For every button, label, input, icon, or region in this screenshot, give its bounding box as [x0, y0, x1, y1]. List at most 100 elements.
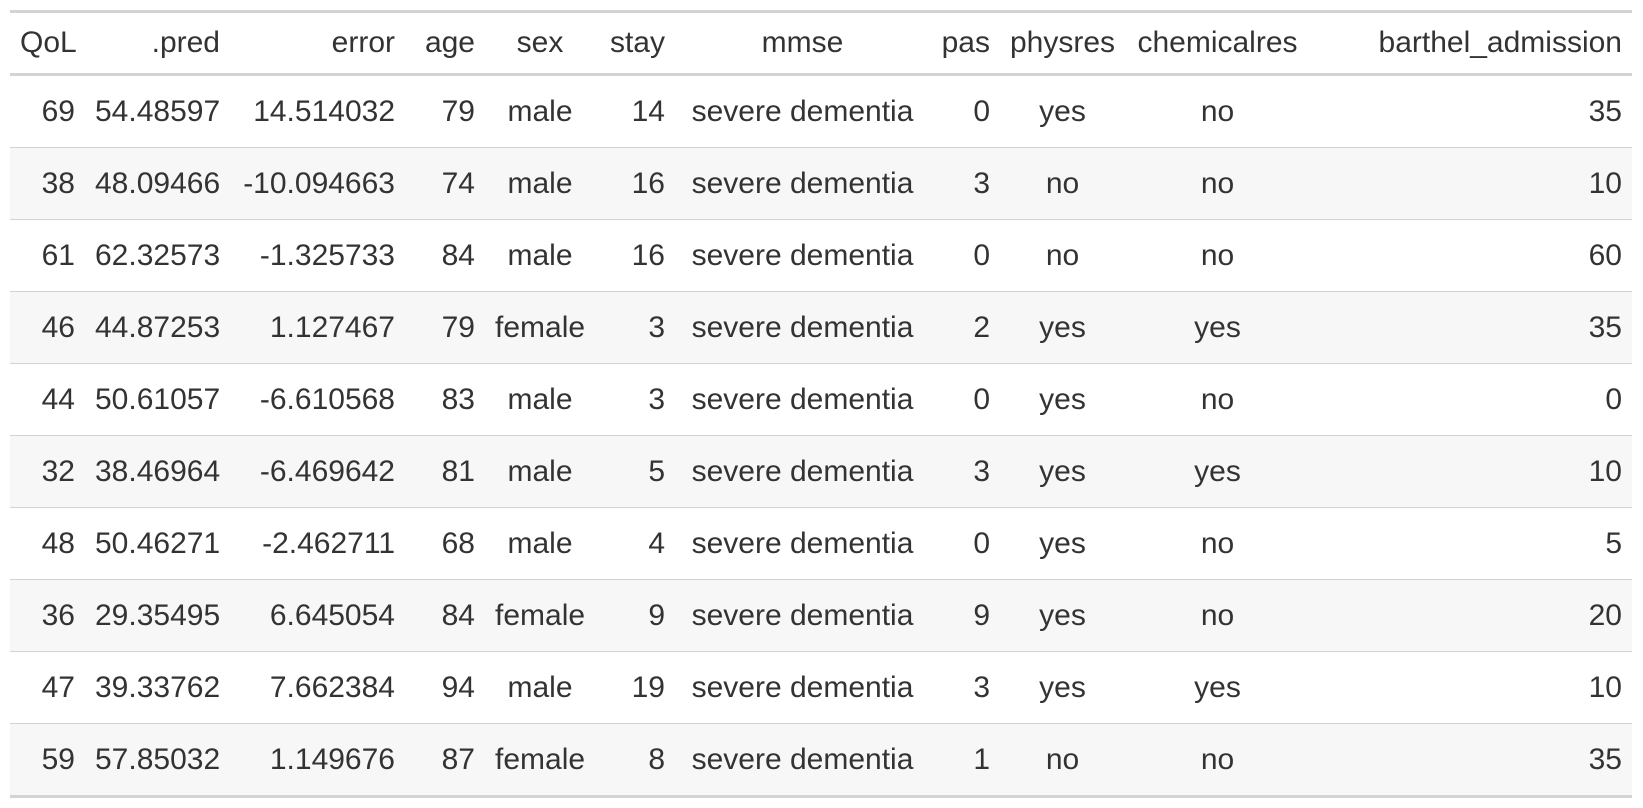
cell-sex: male: [485, 651, 595, 724]
cell-age: 87: [405, 723, 485, 797]
cell-mmse: severe dementia: [691, 94, 914, 128]
cell-physres: yes: [1000, 579, 1125, 652]
cell-physres: yes: [1000, 363, 1125, 436]
cell-stay: 14: [631, 94, 665, 128]
cell-physres: yes: [1039, 94, 1086, 128]
cell-pred: 29.35495: [85, 579, 230, 652]
cell-age: 68: [405, 507, 485, 580]
cell-qol: 59: [10, 723, 85, 797]
cell-error: 7.662384: [230, 651, 405, 724]
cell-physres: no: [1000, 723, 1125, 797]
cell-error: -2.462711: [230, 507, 405, 580]
cell-barthel-admission: 10: [1310, 435, 1632, 508]
cell-sex: female: [485, 291, 595, 364]
column-header-physres[interactable]: physres: [1000, 11, 1125, 76]
cell-physres: no: [1000, 147, 1125, 220]
cell-mmse: severe dementia: [675, 363, 930, 436]
table-row: 69 54.48597 14.514032 79 male 14 severe dement…: [10, 75, 1632, 148]
cell-mmse: severe dementia: [675, 651, 930, 724]
cell-qol: 38: [10, 147, 85, 220]
cell-stay: 8: [595, 723, 675, 797]
cell-mmse: severe dementia: [675, 219, 930, 292]
cell-sex: male: [485, 147, 595, 220]
cell-error: -6.610568: [230, 363, 405, 436]
column-header-chemicalres[interactable]: chemicalres: [1125, 11, 1310, 76]
cell-chemicalres: yes: [1125, 651, 1310, 724]
cell-chemicalres: no: [1125, 363, 1310, 436]
column-header-age[interactable]: age: [405, 11, 485, 76]
cell-mmse: severe dementia: [675, 579, 930, 652]
cell-pas: 0: [930, 363, 1000, 436]
cell-pred: 50.61057: [85, 363, 230, 436]
cell-chemicalres: no: [1125, 579, 1310, 652]
cell-stay: 19: [595, 651, 675, 724]
table-row: 32 38.46964 -6.469642 81 male 5 severe dementi…: [10, 435, 1632, 508]
cell-pred: 50.46271: [85, 507, 230, 580]
table-row: 48 50.46271 -2.462711 68 male 4 severe dementi…: [10, 507, 1632, 580]
cell-error: -10.094663: [230, 147, 405, 220]
cell-barthel-admission: 35: [1310, 723, 1632, 797]
column-header-qol[interactable]: QoL: [10, 11, 85, 76]
column-header-mmse[interactable]: mmse: [675, 11, 930, 76]
cell-age: 74: [405, 147, 485, 220]
cell-pred: 44.87253: [85, 291, 230, 364]
column-header-error[interactable]: error: [230, 11, 405, 76]
table-row: 44 50.61057 -6.610568 83 male 3 severe dementi…: [10, 363, 1632, 436]
cell-barthel-admission: 0: [1310, 363, 1632, 436]
cell-stay: 3: [595, 363, 675, 436]
cell-mmse: severe dementia: [675, 291, 930, 364]
cell-sex: male: [507, 94, 573, 128]
cell-qol: 46: [10, 291, 85, 364]
table-row: 47 39.33762 7.662384 94 male 19 severe dementi…: [10, 651, 1632, 724]
column-header-pred[interactable]: .pred: [85, 11, 230, 76]
column-header-stay[interactable]: stay: [595, 11, 675, 76]
cell-barthel-admission: 10: [1310, 147, 1632, 220]
cell-physres: yes: [1000, 507, 1125, 580]
cell-age: 83: [405, 363, 485, 436]
table-row: 46 44.87253 1.127467 79 female 3 severe dement…: [10, 291, 1632, 364]
cell-qol: 44: [10, 363, 85, 436]
cell-barthel-admission: 35: [1588, 94, 1622, 128]
table-row: 59 57.85032 1.149676 87 female 8 severe dement…: [10, 723, 1632, 797]
cell-pas: 0: [973, 94, 990, 128]
cell-barthel-admission: 35: [1310, 291, 1632, 364]
cell-sex: male: [485, 363, 595, 436]
cell-mmse: severe dementia: [675, 435, 930, 508]
cell-chemicalres: yes: [1125, 435, 1310, 508]
cell-pred: 57.85032: [85, 723, 230, 797]
cell-error: 1.127467: [230, 291, 405, 364]
cell-sex: female: [485, 579, 595, 652]
cell-pred: 48.09466: [85, 147, 230, 220]
data-table-container: QoL .pred error age sex stay mmse pas ph…: [10, 10, 1632, 798]
cell-qol: 32: [10, 435, 85, 508]
cell-error: -1.325733: [230, 219, 405, 292]
cell-error: -6.469642: [230, 435, 405, 508]
cell-age: 79: [441, 94, 475, 128]
cell-pas: 3: [930, 651, 1000, 724]
cell-barthel-admission: 20: [1310, 579, 1632, 652]
column-header-barthel-admission[interactable]: barthel_admission: [1310, 11, 1632, 76]
column-header-sex[interactable]: sex: [485, 11, 595, 76]
cell-sex: male: [485, 507, 595, 580]
table-body: 69 54.48597 14.514032 79 male 14 severe dement…: [10, 75, 1632, 797]
cell-age: 94: [405, 651, 485, 724]
cell-stay: 3: [595, 291, 675, 364]
cell-age: 81: [405, 435, 485, 508]
cell-stay: 5: [595, 435, 675, 508]
cell-error: 1.149676: [230, 723, 405, 797]
cell-pred: 39.33762: [85, 651, 230, 724]
cell-pred: 54.48597: [95, 94, 221, 128]
cell-pred: 38.46964: [85, 435, 230, 508]
table-row: 36 29.35495 6.645054 84 female 9 severe dement…: [10, 579, 1632, 652]
column-header-pas[interactable]: pas: [930, 11, 1000, 76]
cell-qol: 69: [41, 94, 75, 128]
cell-error: 6.645054: [230, 579, 405, 652]
cell-pas: 2: [930, 291, 1000, 364]
cell-mmse: severe dementia: [675, 723, 930, 797]
cell-qol: 48: [10, 507, 85, 580]
cell-error: 14.514032: [253, 94, 395, 128]
cell-pas: 0: [930, 507, 1000, 580]
cell-pas: 1: [930, 723, 1000, 797]
cell-physres: yes: [1000, 651, 1125, 724]
table-row: 38 48.09466 -10.094663 74 male 16 severe demen…: [10, 147, 1632, 220]
